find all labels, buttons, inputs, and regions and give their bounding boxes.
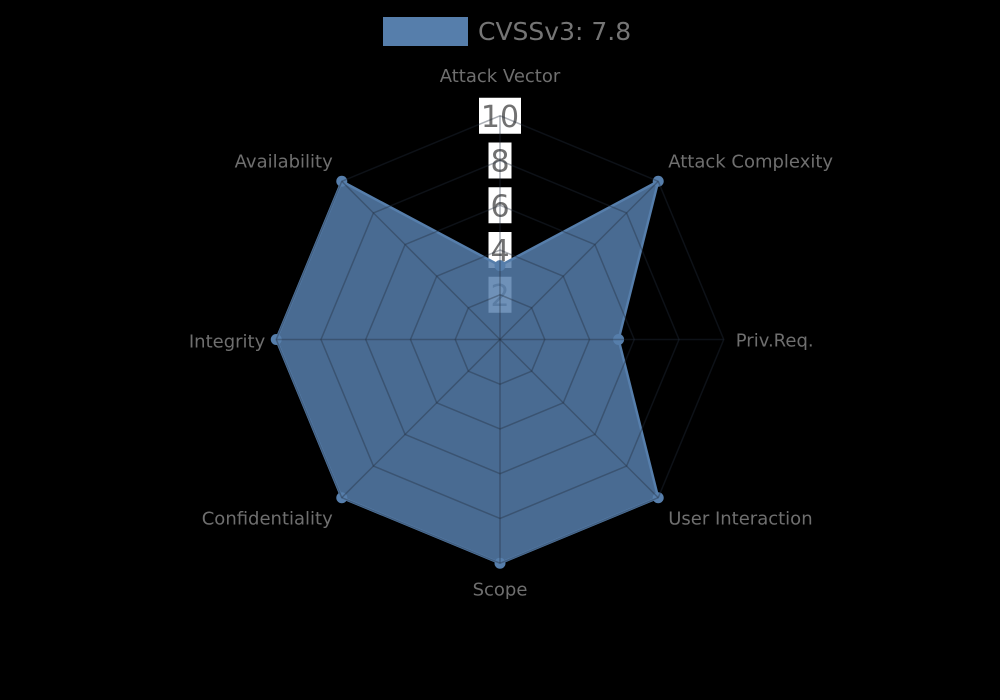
axis-label-availability: Availability [235, 151, 333, 172]
axis-label-attack-complexity: Attack Complexity [668, 151, 833, 172]
axis-label-confidentiality: Confidentiality [202, 509, 333, 530]
series-vertex-marker [336, 175, 348, 187]
radial-tick-label: 10 [481, 100, 519, 135]
radial-tick-label: 8 [490, 145, 509, 180]
series-vertex-marker [494, 557, 506, 569]
legend-swatch [383, 17, 468, 46]
grid-ring [275, 114, 725, 565]
series-vertex-marker [270, 334, 282, 345]
series-vertex-marker [652, 492, 664, 504]
grid-spoke [499, 180, 659, 341]
axis-label-priv-req: Priv.Req. [736, 331, 814, 352]
grid-ring [364, 204, 636, 475]
axis-labels: Attack Vector Attack Complexity Priv.Req. U… [189, 66, 834, 601]
axis-label-user-interaction: User Interaction [668, 509, 812, 530]
series-cvssv3-7-8 [270, 175, 664, 569]
radial-tick-label: 4 [490, 234, 509, 269]
legend-label: CVSSv3: 7.8 [478, 17, 632, 46]
series-vertex-marker [336, 492, 348, 504]
axis-label-scope: Scope [473, 579, 528, 600]
series-vertex-marker [494, 260, 506, 272]
radial-tick-label: 6 [490, 189, 509, 224]
radial-tick-box [479, 97, 521, 134]
grid-ring [454, 293, 546, 386]
axis-label-attack-vector: Attack Vector [440, 66, 561, 87]
grid-spoke [341, 180, 501, 341]
grid-ring [409, 249, 591, 430]
series-vertex-marker [652, 175, 664, 187]
grid-spoke [499, 338, 659, 499]
axis-label-integrity: Integrity [189, 332, 266, 353]
radial-tick-box [488, 232, 512, 268]
radial-tick-box [488, 187, 512, 224]
grid-spoke [341, 338, 501, 499]
radial-tick-labels: 246810 [479, 97, 521, 314]
series-vertex-marker [613, 334, 625, 345]
legend-item[interactable]: CVSSv3: 7.8 [383, 17, 631, 46]
grid-ring [320, 159, 680, 520]
grid-web [275, 114, 725, 565]
radial-tick-box [488, 142, 512, 179]
